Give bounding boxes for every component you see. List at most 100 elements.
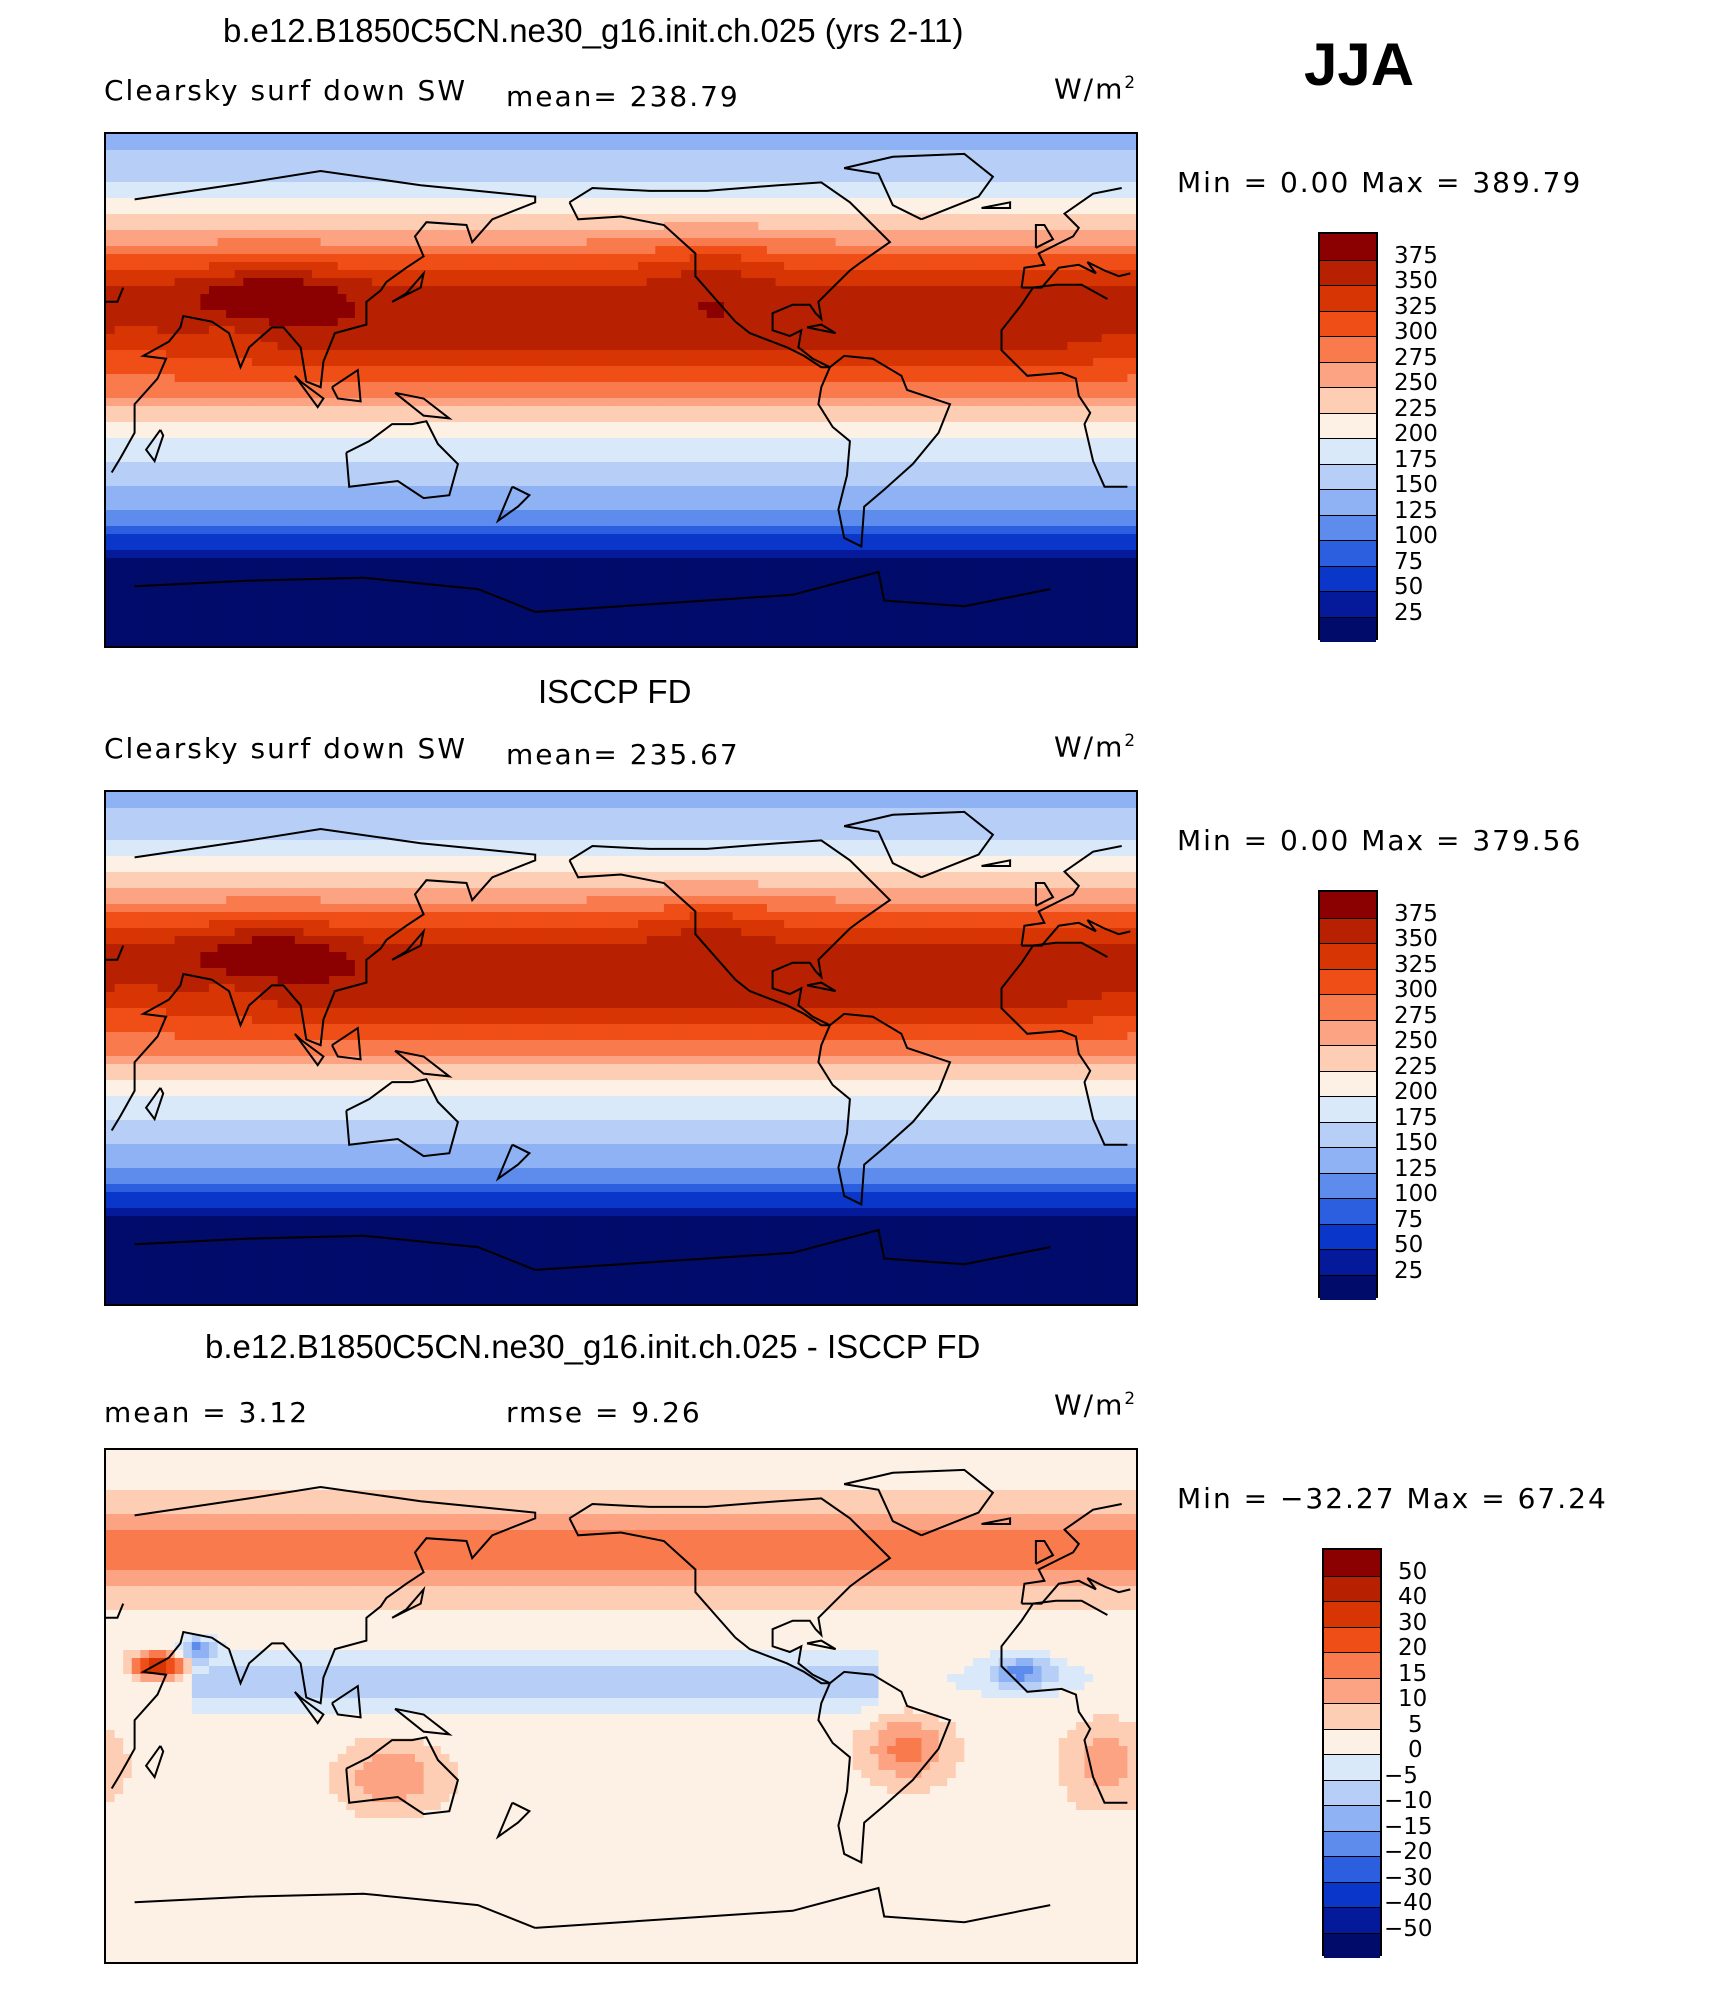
field-cell bbox=[689, 382, 699, 391]
field-cell bbox=[415, 350, 425, 359]
field-cell bbox=[1015, 238, 1026, 247]
field-cell bbox=[861, 430, 871, 439]
field-cell bbox=[354, 422, 365, 431]
field-cell bbox=[912, 326, 923, 335]
field-cell bbox=[612, 294, 622, 303]
field-cell bbox=[818, 150, 828, 159]
field-cell bbox=[1050, 230, 1060, 239]
field-cell bbox=[337, 142, 347, 151]
field-cell bbox=[483, 326, 493, 335]
field-cell bbox=[1033, 422, 1043, 431]
field-cell bbox=[887, 334, 897, 343]
field-cell bbox=[191, 438, 202, 447]
field-cell bbox=[895, 254, 905, 263]
field-cell bbox=[106, 286, 116, 295]
field-cell bbox=[655, 238, 665, 247]
field-cell bbox=[269, 382, 279, 391]
field-cell bbox=[990, 198, 1000, 207]
field-cell bbox=[672, 278, 682, 287]
field-cell bbox=[784, 278, 794, 287]
field-cell bbox=[646, 310, 656, 319]
field-cell bbox=[1058, 270, 1068, 279]
field-cell bbox=[303, 150, 313, 159]
field-cell bbox=[741, 438, 751, 447]
field-cell bbox=[1050, 270, 1060, 279]
field-cell bbox=[234, 254, 244, 263]
field-cell bbox=[372, 142, 382, 151]
field-cell bbox=[612, 414, 622, 423]
field-cell bbox=[363, 318, 373, 327]
field-cell bbox=[337, 262, 347, 271]
field-cell bbox=[972, 414, 983, 423]
field-cell bbox=[320, 270, 330, 279]
field-cell bbox=[801, 406, 811, 415]
field-cell bbox=[380, 254, 390, 263]
field-cell bbox=[269, 326, 279, 335]
field-cell bbox=[827, 206, 837, 215]
field-cell bbox=[475, 462, 485, 471]
field-cell bbox=[329, 342, 339, 351]
field-cell bbox=[1015, 150, 1026, 159]
field-cell bbox=[148, 278, 159, 287]
field-cell bbox=[346, 174, 356, 183]
field-cell bbox=[466, 286, 476, 295]
field-cell bbox=[312, 158, 322, 167]
field-cell bbox=[294, 422, 305, 431]
field-cell bbox=[930, 366, 940, 375]
field-cell bbox=[1093, 382, 1103, 391]
field-cell bbox=[895, 238, 905, 247]
field-cell bbox=[655, 182, 665, 191]
field-cell bbox=[243, 214, 253, 223]
field-cell bbox=[209, 454, 219, 463]
field-cell bbox=[114, 182, 124, 191]
field-cell bbox=[260, 238, 270, 247]
field-cell bbox=[801, 134, 811, 143]
field-cell bbox=[784, 198, 794, 207]
field-cell bbox=[389, 190, 399, 199]
field-cell bbox=[586, 454, 596, 463]
field-cell bbox=[560, 398, 571, 407]
field-cell bbox=[835, 254, 845, 263]
field-cell bbox=[320, 310, 330, 319]
field-cell bbox=[337, 398, 347, 407]
field-cell bbox=[578, 454, 588, 463]
field-cell bbox=[749, 430, 759, 439]
field-cell bbox=[140, 174, 150, 183]
field-cell bbox=[981, 294, 991, 303]
field-cell bbox=[895, 334, 905, 343]
field-cell bbox=[569, 438, 579, 447]
field-cell bbox=[1093, 294, 1103, 303]
field-cell bbox=[432, 190, 442, 199]
field-cell bbox=[234, 350, 244, 359]
field-cell bbox=[191, 246, 202, 255]
field-cell bbox=[603, 454, 614, 463]
field-cell bbox=[698, 350, 708, 359]
field-cell bbox=[397, 358, 408, 367]
field-cell bbox=[912, 366, 923, 375]
field-cell bbox=[672, 142, 682, 151]
field-cell bbox=[449, 230, 459, 239]
field-cell bbox=[500, 374, 511, 383]
field-cell bbox=[518, 366, 528, 375]
field-cell bbox=[689, 174, 699, 183]
field-cell bbox=[724, 278, 734, 287]
field-cell bbox=[286, 326, 296, 335]
field-cell bbox=[912, 398, 923, 407]
field-cell bbox=[569, 294, 579, 303]
field-cell bbox=[535, 294, 545, 303]
field-cell bbox=[174, 310, 184, 319]
field-cell bbox=[1110, 238, 1120, 247]
field-cell bbox=[1127, 190, 1136, 199]
field-cell bbox=[861, 286, 871, 295]
field-cell bbox=[1058, 166, 1068, 175]
field-cell bbox=[827, 358, 837, 367]
field-cell bbox=[801, 278, 811, 287]
field-cell bbox=[312, 150, 322, 159]
field-cell bbox=[1024, 326, 1034, 335]
field-cell bbox=[621, 398, 631, 407]
field-cell bbox=[887, 262, 897, 271]
field-cell bbox=[226, 302, 236, 311]
field-cell bbox=[535, 318, 545, 327]
field-cell bbox=[569, 190, 579, 199]
field-cell bbox=[758, 422, 768, 431]
